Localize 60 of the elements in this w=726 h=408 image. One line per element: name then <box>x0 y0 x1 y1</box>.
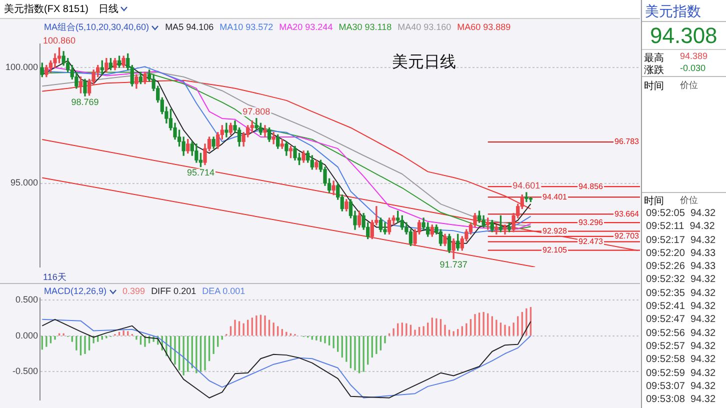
text: 最高 <box>644 52 664 64</box>
text: 日线 <box>98 4 118 15</box>
annotation: 97.808 <box>242 106 270 116</box>
text: 09:52:35 94.32 <box>646 288 716 299</box>
legend-title: MA组合(5,10,20,30,40,60) <box>44 22 150 32</box>
text: 09:53:08 94.32 <box>646 394 716 406</box>
text: 09:52:41 94.32 <box>646 301 716 312</box>
text: 09:52:56 94.32 <box>646 328 716 339</box>
ref-line-label: 92.473 <box>578 236 604 246</box>
text: 09:52:57 94.32 <box>646 340 716 352</box>
ref-line-label: 92.105 <box>542 245 568 254</box>
ref-line-label: 96.783 <box>614 137 640 146</box>
text: DIFF 0.201 <box>151 286 196 296</box>
text: 美元日线 <box>392 52 456 73</box>
y-tick-label: 95.000 <box>10 178 38 188</box>
y-tick-label: 0.500 <box>15 294 38 305</box>
text: 美元指数(FX 8151) <box>4 4 88 15</box>
ref-line-label: 92.703 <box>614 232 640 241</box>
y-tick-label: -0.500 <box>12 366 38 376</box>
annotation: 91.737 <box>440 260 468 270</box>
text: MA40 93.160 <box>398 22 452 32</box>
ref-line-label: 94.856 <box>578 182 604 191</box>
text: MA60 93.889 <box>457 22 511 32</box>
text: 价位 <box>680 79 698 92</box>
legend-title: MACD(12,26,9) <box>44 286 107 296</box>
text: 涨跌 <box>644 64 664 77</box>
y-tick-label: 100.000 <box>5 62 38 72</box>
annotation: 100.860 <box>43 36 76 46</box>
text: DEA 0.001 <box>202 286 246 296</box>
text: 09:52:59 94.32 <box>646 368 716 379</box>
ref-line-label: 93.296 <box>578 218 604 227</box>
text: 美元指数 <box>645 3 701 21</box>
y-tick-label: 0.000 <box>15 330 38 340</box>
text: 94.308 <box>650 23 718 49</box>
text: MA10 93.572 <box>220 22 274 32</box>
text: 94.389 <box>680 51 708 61</box>
text: 09:52:26 94.33 <box>646 261 716 272</box>
annotation: 98.769 <box>71 97 99 108</box>
text: 09:52:32 94.32 <box>646 274 716 286</box>
text: 09:53:07 94.32 <box>646 380 716 392</box>
text: 价位 <box>680 194 698 207</box>
text: 0.399 <box>122 286 146 296</box>
ref-line-label: 94.401 <box>542 192 568 202</box>
text: 09:52:05 94.32 <box>646 208 716 219</box>
text: 09:52:58 94.32 <box>646 354 716 366</box>
text: MA5 94.106 <box>165 22 214 32</box>
text: 09:52:20 94.33 <box>646 248 716 259</box>
text: MA20 93.244 <box>279 22 333 32</box>
text: 116天 <box>43 271 66 284</box>
text: MA30 93.118 <box>338 22 392 32</box>
annotation: 95.714 <box>186 168 214 178</box>
annotation: 94.601 <box>512 180 540 190</box>
text: 09:52:17 94.32 <box>646 234 716 246</box>
text: 时间 <box>644 194 664 208</box>
text: 时间 <box>644 80 664 93</box>
text: 09:52:11 94.32 <box>646 221 715 232</box>
ref-line-label: 93.664 <box>614 209 640 218</box>
text: -0.030 <box>680 63 706 73</box>
text: 09:52:47 94.32 <box>646 314 716 326</box>
ref-line-label: 92.928 <box>542 226 568 236</box>
